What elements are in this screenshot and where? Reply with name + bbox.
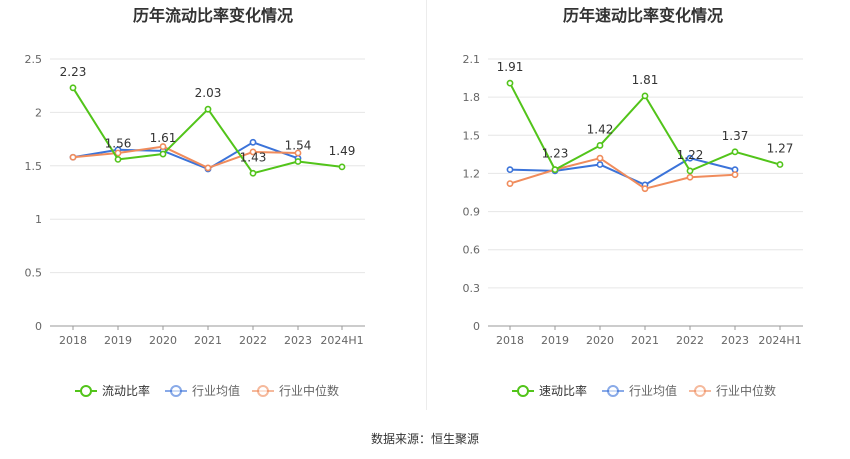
data-point-0-0-1 [114,155,122,163]
y-tick-label-0-1: 0.5 [25,267,43,280]
x-tick-label-0-4: 2022 [239,334,267,347]
y-tick-label-1-1: 0.3 [463,282,481,295]
data-point-0-2-1 [114,149,122,157]
x-tick-label-1-5: 2023 [721,334,749,347]
data-point-1-0-5 [731,148,739,156]
y-tick-label-1-5: 1.5 [463,129,481,142]
y-tick-label-0-5: 2.5 [25,53,43,66]
legend-marker-1-2 [694,385,706,397]
data-point-1-0-0 [506,79,514,87]
data-label-0-4: 1.43 [240,150,267,164]
data-point-1-2-4 [686,173,694,181]
series-line-0-0 [72,87,343,175]
y-tick-label-1-4: 1.2 [463,167,481,180]
data-point-1-0-6 [776,161,784,168]
data-point-1-0-4 [686,167,694,175]
x-tick-label-1-0: 2018 [496,334,524,347]
data-label-1-5: 1.37 [722,129,749,143]
data-point-0-2-2 [159,143,167,150]
data-point-0-0-2 [159,150,167,158]
data-point-1-1-2 [596,161,604,168]
data-point-0-0-3 [204,105,212,113]
legend-marker-0-1 [170,385,182,397]
data-point-1-0-2 [596,142,604,149]
data-label-1-6: 1.27 [767,142,794,156]
legend-label-1-2: 行业中位数 [716,383,776,398]
data-point-0-0-5 [294,158,302,165]
x-tick-label-1-4: 2022 [676,334,704,347]
data-point-1-1-4 [686,154,694,162]
series-line-0-2 [72,145,299,169]
y-tick-label-1-0: 0 [473,320,480,333]
data-point-0-0-6 [338,163,346,171]
data-label-0-6: 1.49 [329,144,356,158]
legend-label-0-0: 流动比率 [102,383,150,398]
data-point-1-0-3 [641,92,649,100]
data-point-0-1-4 [249,138,257,146]
legend-label-0-2: 行业中位数 [279,383,339,398]
data-label-0-2: 1.61 [150,131,177,145]
data-source: 数据来源：恒生聚源 [370,432,479,446]
y-tick-label-0-0: 0 [35,320,42,333]
data-point-0-2-5 [294,149,302,157]
legend-label-1-0: 速动比率 [539,383,587,398]
legend-marker-0-2 [257,385,269,397]
y-tick-label-1-6: 1.8 [463,91,481,104]
data-label-1-3: 1.81 [632,73,659,87]
data-point-0-0-4 [249,169,257,177]
data-label-1-1: 1.23 [542,147,569,161]
legend-marker-1-1 [607,385,619,397]
series-line-1-1 [509,157,736,186]
data-label-0-3: 2.03 [195,86,222,100]
data-label-1-4: 1.22 [677,148,704,162]
x-tick-label-0-0: 2018 [59,334,87,347]
data-point-0-0-0 [69,84,77,92]
y-tick-label-1-3: 0.9 [463,206,481,219]
x-tick-label-1-6: 2024H1 [758,334,801,347]
data-label-0-0: 2.23 [60,65,87,79]
x-tick-label-1-2: 2020 [586,334,614,347]
x-tick-label-0-1: 2019 [104,334,132,347]
series-line-1-2 [509,157,736,190]
data-point-1-2-2 [596,154,604,162]
y-tick-label-0-4: 2 [35,106,42,119]
data-point-1-2-3 [641,185,649,193]
data-label-0-5: 1.54 [285,139,312,153]
y-tick-label-1-2: 0.6 [463,244,481,257]
y-tick-label-0-2: 1 [35,213,42,226]
x-tick-label-1-1: 2019 [541,334,569,347]
legend-label-1-1: 行业均值 [629,383,677,398]
x-tick-label-1-3: 2021 [631,334,659,347]
data-label-1-0: 1.91 [497,60,524,74]
data-label-0-1: 1.56 [105,136,132,150]
legend-marker-0-0 [80,385,92,397]
chart-title-0: 历年流动比率变化情况 [133,6,293,25]
x-tick-label-0-3: 2021 [194,334,222,347]
legend-marker-1-0 [517,385,529,397]
data-point-0-2-0 [69,153,77,161]
data-label-1-2: 1.42 [587,122,614,136]
y-tick-label-0-3: 1.5 [25,160,43,173]
data-point-1-2-0 [506,180,514,187]
data-point-1-1-0 [506,166,514,174]
chart-divider [426,0,427,410]
data-point-1-2-5 [731,171,739,179]
series-line-0-1 [72,141,299,171]
data-point-0-2-4 [249,148,257,156]
x-tick-label-0-6: 2024H1 [320,334,363,347]
chart-title-1: 历年速动比率变化情况 [563,6,723,25]
data-point-0-2-3 [204,164,212,172]
y-tick-label-1-7: 2.1 [463,53,481,66]
x-tick-label-0-5: 2023 [284,334,312,347]
legend-label-0-1: 行业均值 [192,383,240,398]
data-point-1-0-1 [551,166,559,174]
x-tick-label-0-2: 2020 [149,334,177,347]
